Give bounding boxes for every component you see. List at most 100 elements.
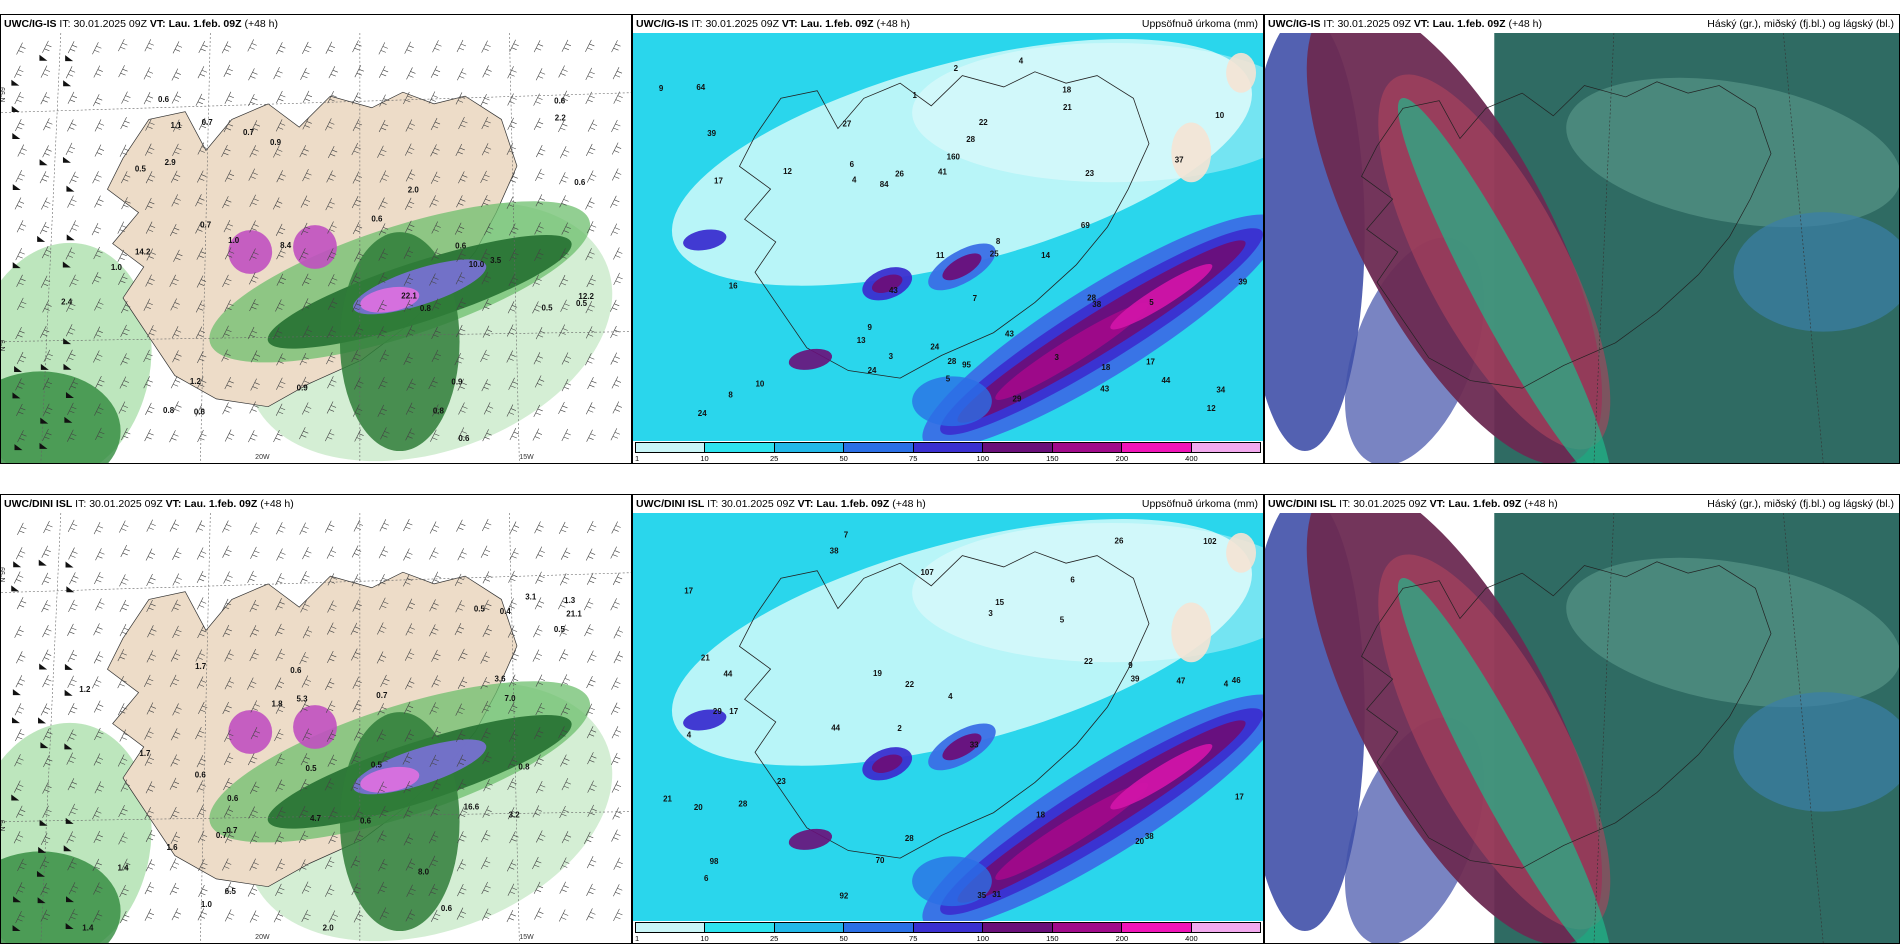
wind-barb (91, 272, 102, 285)
wind-barb (612, 807, 622, 820)
wind-barb (15, 805, 26, 818)
wind-barb (196, 275, 207, 288)
wind-barb (301, 675, 311, 688)
precip-value-label: 28 (966, 135, 975, 144)
wind-barb (326, 248, 337, 261)
model-name: UWC/DINI ISL (4, 498, 73, 510)
colorbar-tick-label: 10 (700, 934, 709, 943)
wind-barb (15, 882, 26, 895)
wind-barb (68, 882, 79, 895)
wind-barb (224, 376, 234, 390)
wind-barb (585, 91, 595, 104)
wind-barb (378, 272, 388, 285)
map-clouds[interactable] (1265, 513, 1899, 943)
wind-barb (224, 677, 235, 690)
wind-barb (403, 574, 413, 587)
wind-barb (275, 403, 286, 416)
wind-barb (170, 831, 180, 844)
wind-barb (480, 93, 490, 107)
wind-barb (41, 649, 52, 662)
map-accum-precip[interactable]: 7 6 4 2 33 17 17 5 4 3 4 6 38 44 35 31 28 26 22 23 44 29 46 47 2… (633, 513, 1263, 921)
wind-barb (145, 829, 156, 843)
wind-barb (610, 546, 620, 559)
wind-barb (402, 752, 412, 765)
precip-value-label: 0.6 (290, 666, 302, 675)
precip-value-label: 22.1 (401, 292, 417, 301)
precip-contour (1110, 263, 1213, 330)
longitude-label: 20W (255, 454, 270, 461)
wind-barb (611, 142, 622, 155)
wind-barb (507, 301, 518, 314)
precip-value-label: 22 (905, 680, 914, 689)
wind-barb (302, 626, 313, 639)
precip-value-label: 39 (707, 129, 716, 138)
wind-barb (274, 832, 284, 845)
wind-barb (300, 67, 310, 81)
map-wind-precip[interactable]: 0.8 0.7 1.4 0.6 0.6 0.5 0.5 0.6 1.0 1.8 1.2 3.6 3.1 1… (1, 513, 631, 943)
wind-barb (405, 598, 415, 611)
wind-barb (196, 570, 207, 584)
wind-barb (428, 376, 438, 390)
wind-barb (380, 751, 390, 765)
precip-value-label: 1.4 (82, 924, 94, 933)
wind-barb (561, 352, 572, 365)
wind-barb (429, 195, 439, 208)
wind-barb (119, 520, 129, 533)
wind-barb (456, 729, 466, 743)
wind-barb (431, 649, 441, 662)
longitude-label: 20W (255, 934, 270, 941)
panel-header: UWC/IG-IS IT: 30.01.2025 09Z VT: Lau. 1.… (1265, 15, 1899, 33)
wind-barb (275, 648, 285, 661)
graticule-line (1593, 513, 1615, 943)
wind-barb (377, 703, 387, 716)
wind-barb (302, 325, 312, 338)
wind-barb (379, 349, 389, 362)
wind-barb (533, 625, 543, 638)
map-clouds[interactable] (1265, 33, 1899, 463)
wind-barb (586, 908, 596, 921)
wind-barb (196, 547, 207, 560)
wind-barb (379, 907, 389, 920)
map-accum-precip[interactable]: 8 5 8 7 1 4 17 18 18 13 12 4 3 2 3 6 28 16 11 10 9 10 5 14 38 21 2… (633, 33, 1263, 441)
wind-barb (169, 858, 180, 871)
wind-barb (16, 651, 26, 664)
wind-barb (41, 572, 51, 585)
wind-barb (351, 142, 361, 156)
precip-contour (293, 705, 337, 749)
wind-barb (480, 349, 490, 362)
wind-barb (172, 143, 182, 156)
wind-barb (195, 649, 205, 662)
wind-barb (65, 66, 76, 79)
wind-barb (405, 325, 416, 338)
wind-barb (300, 195, 311, 208)
wind-barb (350, 778, 361, 791)
wind-barb (120, 116, 130, 130)
precip-value-label: 3.2 (509, 811, 521, 820)
precip-contour (871, 274, 903, 294)
precip-contour (683, 709, 727, 731)
wind-barb (169, 674, 180, 687)
wind-barb (404, 197, 415, 210)
precip-value-label: 12 (1207, 404, 1216, 413)
wind-barb (509, 649, 519, 663)
precip-value-label: 47 (1176, 677, 1185, 686)
wind-barb (67, 729, 77, 742)
wind-barb (117, 676, 127, 689)
wind-flag (66, 185, 75, 192)
model-name: UWC/DINI ISL (636, 498, 705, 510)
wind-barb (532, 428, 542, 441)
wind-barb (610, 752, 621, 766)
map-wind-precip[interactable]: 0.6 0.6 0.7 0.7 0.8 0.5 1.0 0.6 0.7 0.6 0.5 0.8 0.9 1… (1, 33, 631, 463)
wind-barb (481, 143, 492, 156)
wind-flag (12, 262, 21, 269)
wind-barb (93, 350, 103, 363)
wind-barb (558, 119, 568, 133)
wind-barb (327, 274, 338, 287)
wind-barb (300, 753, 311, 766)
colorbar-tick-label: 25 (769, 934, 779, 943)
precip-value-label: 18 (1101, 363, 1110, 372)
wind-barb (352, 404, 363, 417)
wind-barb (325, 198, 335, 211)
wind-barb (585, 326, 596, 339)
wind-barb (301, 881, 312, 894)
